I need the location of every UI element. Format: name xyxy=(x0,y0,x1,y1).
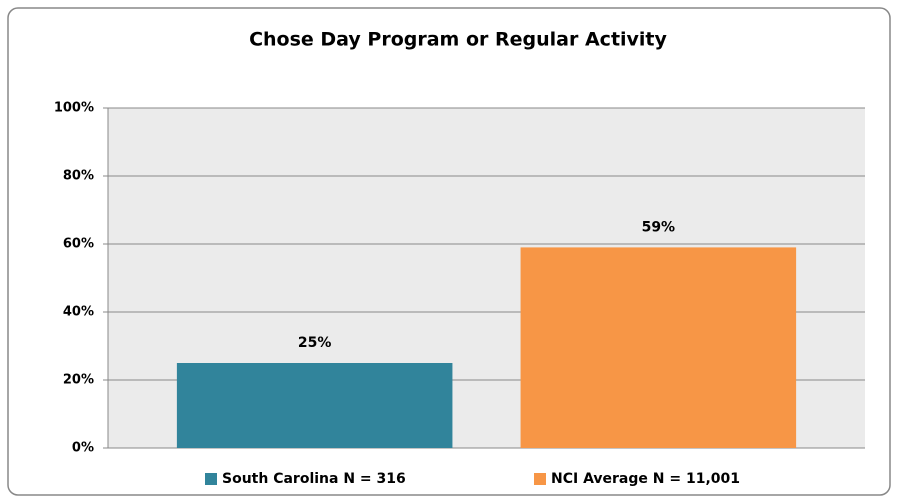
data-label: 25% xyxy=(298,335,332,351)
bar xyxy=(176,363,453,448)
chart-title: Chose Day Program or Regular Activity xyxy=(249,29,667,51)
legend-swatch xyxy=(205,473,217,485)
legend-label: South Carolina N = 316 xyxy=(222,471,406,487)
bar xyxy=(520,247,797,448)
data-label: 59% xyxy=(642,219,676,235)
y-tick-label: 0% xyxy=(72,441,94,456)
legend-swatch xyxy=(534,473,546,485)
y-tick-label: 100% xyxy=(54,101,94,116)
y-tick-label: 80% xyxy=(63,169,94,184)
legend-label: NCI Average N = 11,001 xyxy=(551,471,740,487)
y-tick-label: 20% xyxy=(63,373,94,388)
y-tick-label: 40% xyxy=(63,305,94,320)
y-tick-label: 60% xyxy=(63,237,94,252)
